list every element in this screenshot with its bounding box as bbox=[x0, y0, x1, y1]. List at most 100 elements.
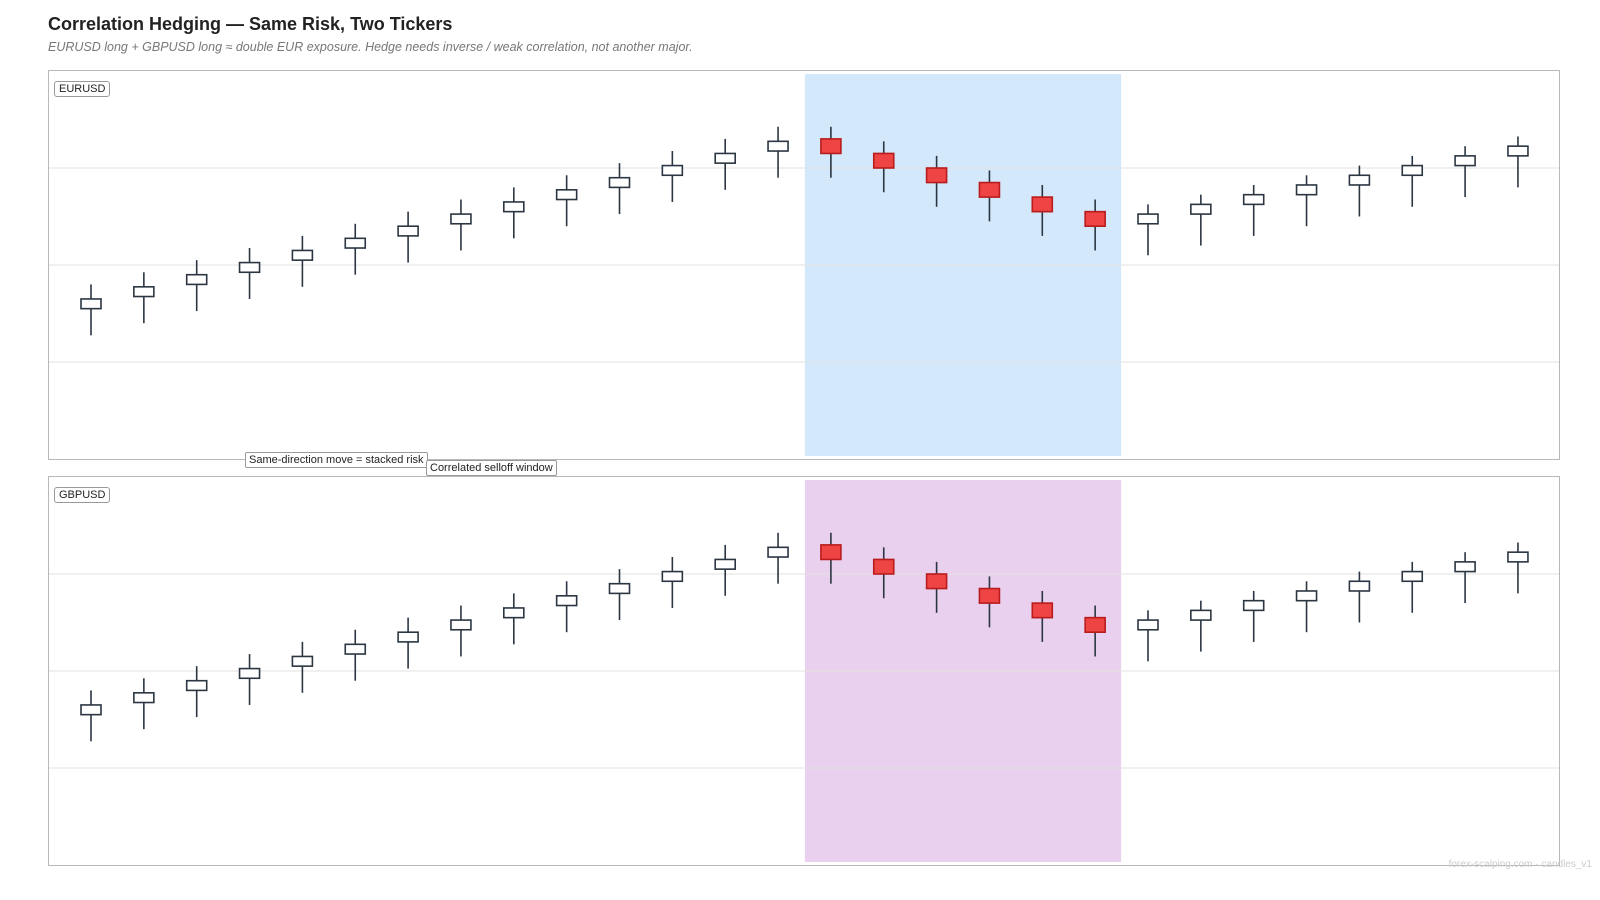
candle bbox=[1348, 165, 1371, 217]
candle bbox=[925, 155, 948, 207]
candle-body bbox=[1348, 580, 1371, 592]
candle bbox=[80, 690, 102, 742]
candle bbox=[1084, 605, 1106, 657]
candle bbox=[1507, 136, 1529, 188]
candle-body bbox=[1137, 619, 1159, 631]
candle-body bbox=[133, 692, 155, 704]
candle-body bbox=[344, 237, 367, 249]
candle-body bbox=[1242, 193, 1265, 206]
candle bbox=[1137, 610, 1159, 662]
candle-body bbox=[1084, 616, 1106, 633]
candle-body bbox=[1242, 599, 1265, 612]
candle bbox=[238, 654, 261, 705]
candle bbox=[1295, 175, 1318, 227]
candle bbox=[397, 211, 419, 263]
candle bbox=[450, 605, 472, 657]
eurusd-ticker-label: EURUSD bbox=[54, 81, 111, 97]
candle-body bbox=[1295, 184, 1318, 196]
candle-body bbox=[767, 140, 789, 152]
candle-body bbox=[1137, 213, 1159, 225]
gbpusd-panel: GBPUSD bbox=[48, 476, 1560, 866]
candle bbox=[1190, 194, 1212, 246]
candle-body bbox=[1031, 196, 1054, 213]
candle-body bbox=[238, 261, 261, 274]
candle bbox=[872, 547, 895, 599]
chart-title: Correlation Hedging — Same Risk, Two Tic… bbox=[48, 14, 453, 34]
candle-body bbox=[1295, 590, 1318, 602]
candle bbox=[344, 223, 367, 275]
candle-body bbox=[661, 570, 684, 583]
candle bbox=[185, 666, 208, 718]
candle-body bbox=[185, 679, 208, 692]
candle-body bbox=[555, 189, 578, 201]
candle-body bbox=[714, 558, 737, 570]
candle-body bbox=[1401, 570, 1424, 583]
candle bbox=[1084, 199, 1106, 251]
candle bbox=[555, 175, 578, 227]
candle bbox=[1507, 542, 1529, 594]
candle-body bbox=[502, 607, 525, 619]
candle-body bbox=[1190, 203, 1212, 215]
gbpusd-chart bbox=[49, 480, 1559, 862]
candle-body bbox=[397, 225, 419, 237]
candle bbox=[767, 532, 789, 584]
footer-credit: forex-scalping.com · candles_v1 bbox=[1448, 859, 1592, 870]
candle-body bbox=[1084, 210, 1106, 227]
candle-body bbox=[291, 249, 314, 261]
candle bbox=[714, 138, 737, 190]
chart-subtitle: EURUSD long + GBPUSD long ≈ double EUR e… bbox=[48, 40, 693, 54]
candle-body bbox=[133, 286, 155, 298]
candle bbox=[661, 151, 684, 202]
candle-body bbox=[872, 558, 895, 575]
candle-body bbox=[397, 631, 419, 643]
candle-body bbox=[820, 138, 842, 155]
candle-body bbox=[925, 573, 948, 590]
candle bbox=[1031, 184, 1054, 236]
candle-body bbox=[820, 544, 842, 561]
candle-body bbox=[185, 273, 208, 286]
candle-body bbox=[925, 167, 948, 184]
candle-body bbox=[608, 176, 631, 189]
candle bbox=[1031, 590, 1054, 642]
candle bbox=[608, 569, 631, 621]
candle bbox=[608, 163, 631, 215]
candle bbox=[978, 170, 1001, 222]
candle-body bbox=[978, 587, 1001, 604]
candle-body bbox=[291, 655, 314, 667]
eurusd-chart bbox=[49, 74, 1559, 456]
candle bbox=[1454, 552, 1476, 604]
candle bbox=[185, 260, 208, 312]
candle-body bbox=[1348, 174, 1371, 186]
candle bbox=[767, 126, 789, 178]
stacked-risk-annotation: Same-direction move = stacked risk bbox=[245, 452, 428, 468]
candle bbox=[291, 641, 314, 693]
candle bbox=[555, 581, 578, 633]
gbpusd-ticker-label: GBPUSD bbox=[54, 487, 111, 503]
candle bbox=[133, 272, 155, 324]
candle-body bbox=[1507, 551, 1529, 563]
candle bbox=[80, 284, 102, 336]
candle bbox=[291, 235, 314, 287]
candle bbox=[1401, 155, 1424, 207]
candle bbox=[502, 187, 525, 239]
candle-body bbox=[608, 582, 631, 595]
candle-body bbox=[502, 201, 525, 213]
candle bbox=[450, 199, 472, 251]
candle-body bbox=[450, 213, 472, 225]
candle-body bbox=[1031, 602, 1054, 619]
candle-body bbox=[872, 152, 895, 169]
candle-body bbox=[238, 667, 261, 680]
candle bbox=[133, 678, 155, 730]
candle bbox=[1454, 146, 1476, 198]
candle-body bbox=[767, 546, 789, 558]
candle bbox=[978, 576, 1001, 628]
candle-body bbox=[80, 298, 102, 310]
candle-body bbox=[450, 619, 472, 631]
candle bbox=[1295, 581, 1318, 633]
candle bbox=[397, 617, 419, 669]
candle bbox=[925, 561, 948, 613]
candle-body bbox=[978, 181, 1001, 198]
candle-body bbox=[1454, 155, 1476, 167]
candle-body bbox=[714, 152, 737, 164]
candle-body bbox=[555, 595, 578, 607]
